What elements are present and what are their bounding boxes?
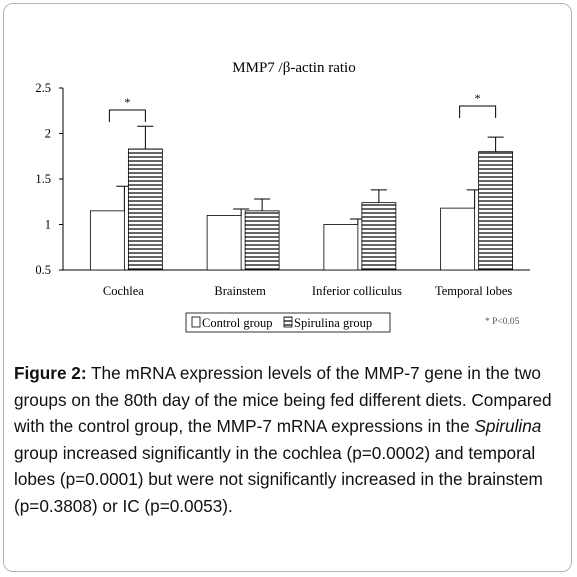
axes: 0.5 1 1.5 2 2.5 Cochlea Brainstem Inferior coll… [35, 81, 530, 298]
caption-label: Figure 2: [14, 363, 87, 383]
bar-control [89, 210, 125, 271]
significance-marker: * [475, 91, 481, 105]
legend-control-label: Control group [202, 316, 272, 330]
y-tick-label: 2.5 [35, 81, 51, 95]
x-tick-label: Inferior colliculus [312, 284, 402, 298]
bar-control [323, 224, 359, 271]
legend-spirulina-swatch [283, 316, 293, 328]
figure-frame [3, 3, 572, 572]
x-tick-label: Brainstem [214, 284, 266, 298]
y-tick-label: 1 [45, 218, 51, 232]
y-tick-label: 2 [45, 127, 51, 141]
bar-control [206, 214, 242, 271]
y-tick-label: 1.5 [35, 172, 51, 186]
bar-control [440, 207, 476, 271]
bar-spirulina [244, 210, 280, 271]
bars: * * [89, 91, 514, 271]
legend-control-swatch [191, 316, 201, 328]
significance-bracket [108, 109, 146, 122]
caption-text-2: group increased significantly in the coc… [14, 442, 543, 516]
bar-spirulina [361, 202, 397, 271]
significance-note: * P<0.05 [485, 317, 520, 327]
figure-caption: Figure 2: The mRNA expression levels of … [14, 360, 564, 519]
chart-title: MMP7 /β-actin ratio [232, 60, 355, 76]
legend-spirulina-label: Spirulina group [294, 316, 372, 330]
x-tick-label: Temporal lobes [435, 284, 512, 298]
significance-bracket [459, 105, 497, 118]
bar-spirulina [478, 151, 514, 271]
legend: Control group Spirulina group [185, 312, 391, 333]
caption-italic: Spirulina [474, 416, 542, 436]
significance-marker: * [124, 95, 130, 109]
y-tick-label: 0.5 [35, 263, 51, 277]
bar-spirulina [127, 148, 163, 271]
x-tick-label: Cochlea [103, 284, 144, 298]
caption-text-1: The mRNA expression levels of the MMP-7 … [14, 363, 552, 436]
